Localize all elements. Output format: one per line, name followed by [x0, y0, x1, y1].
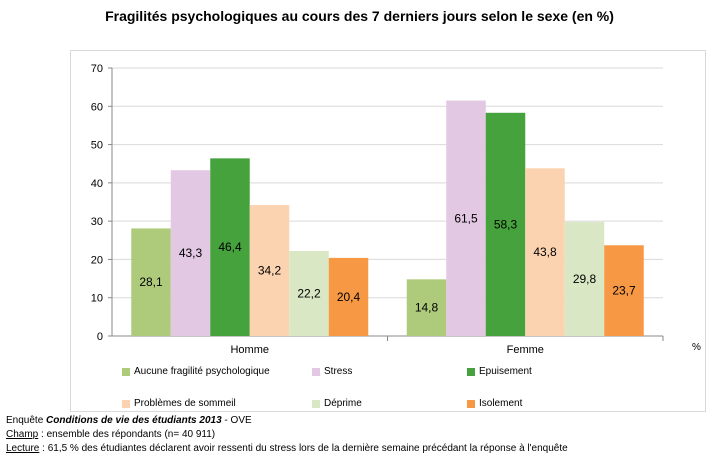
- y-tick-label: 0: [97, 331, 103, 343]
- bar: [170, 170, 211, 336]
- source-prefix: Enquête: [6, 415, 47, 426]
- lecture-line: Lecture : 61,5 % des étudiantes déclaren…: [6, 442, 568, 456]
- chart-frame: [70, 50, 706, 412]
- unit-label: %: [692, 342, 701, 353]
- y-tick-label: 70: [91, 63, 103, 75]
- bar: [210, 158, 250, 336]
- data-label: 34,2: [258, 264, 282, 278]
- data-label: 14,8: [415, 301, 439, 315]
- data-label: 58,3: [494, 217, 518, 231]
- chart-title: Fragilités psychologiques au cours des 7…: [105, 8, 614, 24]
- y-tick-label: 10: [91, 293, 103, 305]
- bar: [485, 112, 526, 337]
- y-tick-label: 40: [91, 178, 103, 190]
- bar: [604, 245, 644, 336]
- data-label: 61,5: [454, 211, 478, 225]
- lecture-text: : 61,5 % des étudiantes déclarent avoir …: [39, 443, 568, 454]
- y-tick-label: 50: [91, 140, 103, 152]
- y-tick-label: 30: [91, 216, 103, 228]
- data-label: 46,4: [218, 240, 242, 254]
- bar: [289, 251, 329, 336]
- bar: [525, 168, 565, 336]
- x-tick-label: Homme: [230, 344, 269, 356]
- bar: [328, 257, 369, 336]
- data-label: 43,8: [533, 245, 557, 259]
- data-label: 28,1: [139, 275, 163, 289]
- data-label: 20,4: [337, 290, 361, 304]
- footer-notes: Enquête Conditions de vie des étudiants …: [6, 414, 568, 456]
- y-tick-label: 60: [91, 101, 103, 113]
- x-tick-label: Femme: [507, 344, 544, 356]
- y-tick-label: 20: [91, 254, 103, 266]
- bar: [406, 279, 447, 336]
- data-label: 43,3: [179, 246, 203, 260]
- data-label: 23,7: [612, 284, 636, 298]
- data-label: 29,8: [573, 272, 597, 286]
- source-line: Enquête Conditions de vie des étudiants …: [6, 414, 568, 428]
- survey-name: Conditions de vie des étudiants 2013: [46, 415, 222, 426]
- bar: [131, 228, 171, 336]
- bar: [564, 221, 605, 336]
- champ-line: Champ : ensemble des répondants (n= 40 9…: [6, 428, 568, 442]
- source-suffix: - OVE: [221, 415, 252, 426]
- champ-text: : ensemble des répondants (n= 40 911): [38, 429, 216, 440]
- bar: [446, 100, 486, 337]
- data-label: 22,2: [297, 287, 321, 301]
- champ-label: Champ: [6, 429, 39, 440]
- lecture-label: Lecture: [6, 443, 40, 454]
- bar: [249, 205, 290, 336]
